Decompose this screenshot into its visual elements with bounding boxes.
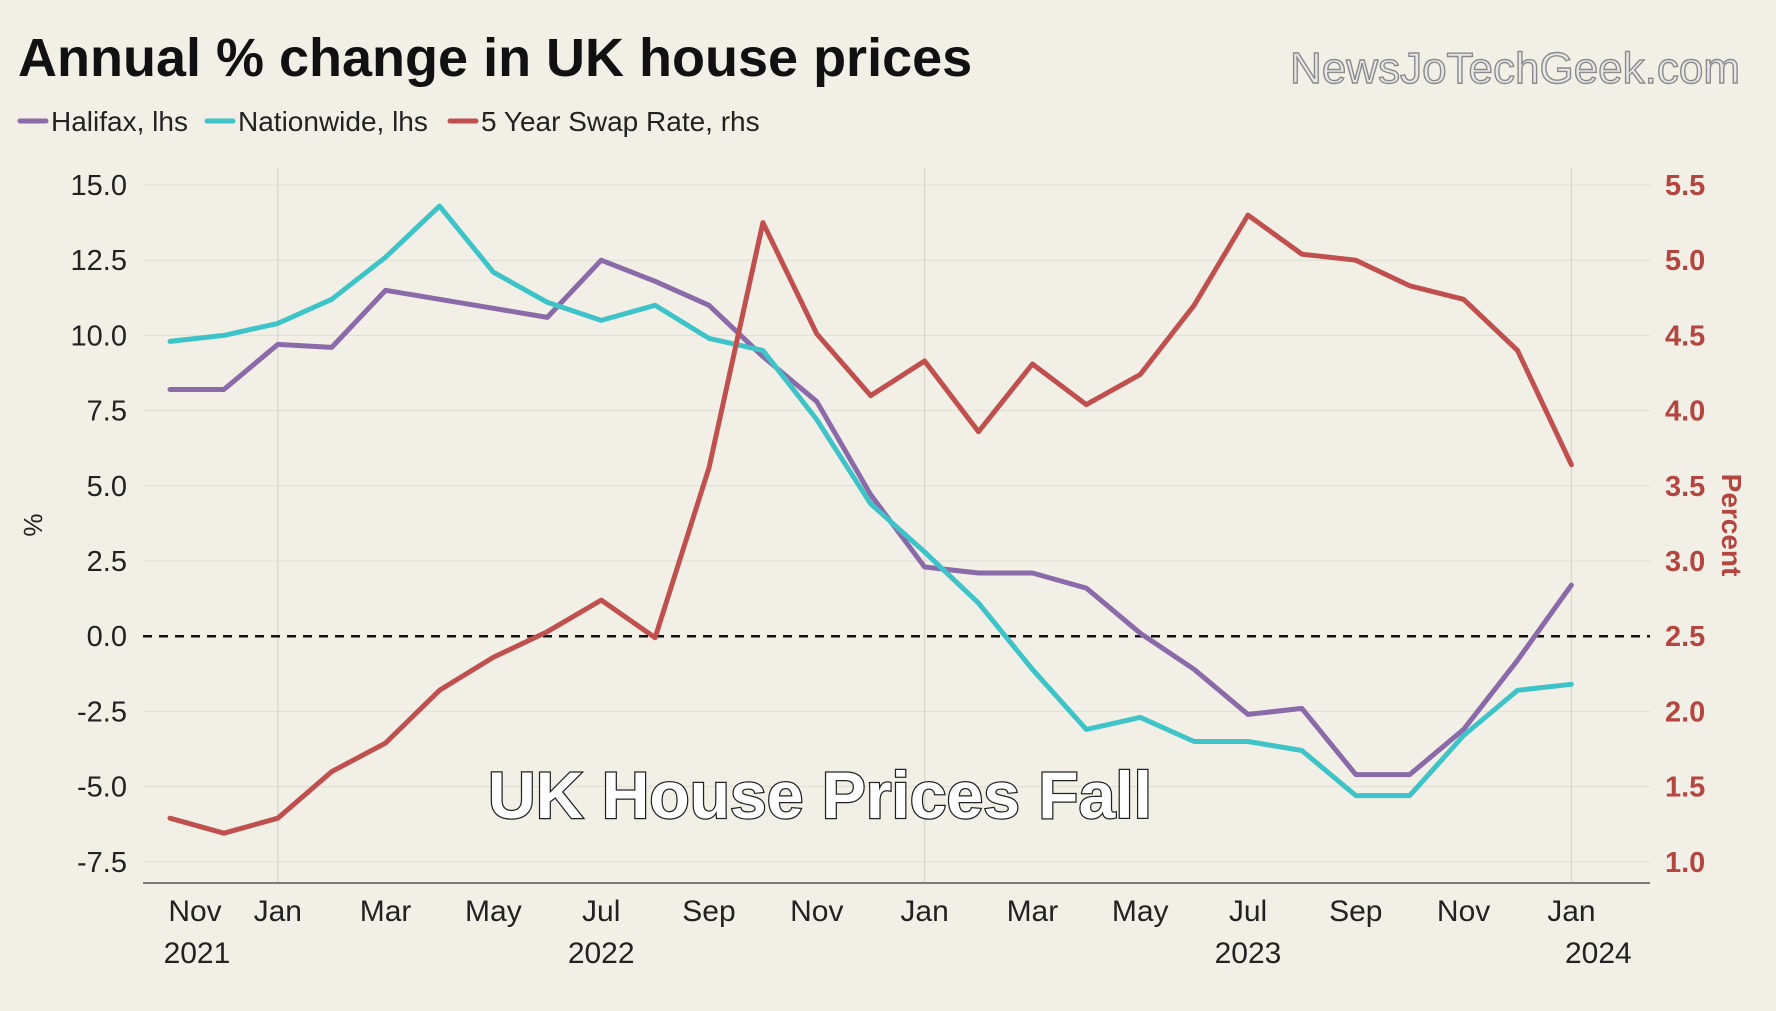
x-tick-label: Nov [168,895,221,928]
y-tick-label-right: 1.0 [1665,847,1705,879]
x-tick-label: Mar [360,895,412,928]
overlay-caption: UK House Prices Fall [488,758,1152,832]
x-tick-label: Jan [1547,895,1595,928]
y-tick-label-left: 7.5 [87,396,127,428]
x-year-label: 2024 [1565,937,1632,970]
y-tick-label-left: 2.5 [87,546,127,578]
y-tick-label-left: -2.5 [77,696,127,728]
x-year-label: 2023 [1215,937,1282,970]
y-tick-label-left: 12.5 [71,245,127,277]
legend-label: Halifax, lhs [51,106,188,137]
x-year-label: 2022 [568,937,635,970]
series-layer [167,203,1574,836]
x-tick-label: May [1112,895,1169,928]
x-tick-label: Mar [1007,895,1059,928]
y-tick-label-right: 5.0 [1665,245,1705,277]
x-tick-label: Jul [1229,895,1267,928]
y-axis-label-right: Percent [1716,474,1747,577]
y-tick-label-right: 1.5 [1665,772,1705,804]
legend-label: Nationwide, lhs [238,106,428,137]
y-tick-label-right: 2.0 [1665,696,1705,728]
y-tick-label-right: 2.5 [1665,621,1705,653]
x-tick-label: Nov [1437,895,1490,928]
grid-layer [143,168,1650,883]
x-tick-label: Sep [1329,895,1382,928]
y-tick-label-left: 10.0 [71,320,127,352]
x-tick-label: Jan [254,895,302,928]
text-layer: Annual % change in UK house prices NewsJ… [18,28,1747,833]
series-line-nationwide-lhs [167,203,1574,799]
chart-title: Annual % change in UK house prices [18,28,972,88]
y-tick-label-left: 0.0 [87,621,127,653]
x-tick-label: Jul [582,895,620,928]
axis-layer: 15.0 12.5 10.0 7.5 5.0 2.5 0.0 -2.5 -5.0 -7.5 5.5 5… [71,170,1706,970]
y-tick-label-right: 3.0 [1665,546,1705,578]
y-tick-label-left: 5.0 [87,471,127,503]
y-tick-label-left: 15.0 [71,170,127,202]
x-tick-label: May [465,895,522,928]
legend: Halifax, lhs Nationwide, lhs 5 Year Swap R… [17,106,760,137]
x-tick-label: Jan [900,895,948,928]
series-line-5-year-swap-rate-rhs [167,212,1574,836]
watermark-text: NewsJoTechGeek.com [1290,44,1740,93]
y-axis-label-left: % [18,513,48,536]
x-year-label: 2021 [164,937,231,970]
y-tick-label-right: 4.0 [1665,396,1705,428]
series-line-halifax-lhs [167,257,1574,778]
x-tick-label: Nov [790,895,843,928]
legend-label: 5 Year Swap Rate, rhs [481,106,760,137]
x-tick-label: Sep [682,895,735,928]
y-tick-label-left: -5.0 [77,772,127,804]
y-tick-label-left: -7.5 [77,847,127,879]
y-tick-label-right: 4.5 [1665,320,1705,352]
y-tick-label-right: 3.5 [1665,471,1705,503]
y-tick-label-right: 5.5 [1665,170,1705,202]
